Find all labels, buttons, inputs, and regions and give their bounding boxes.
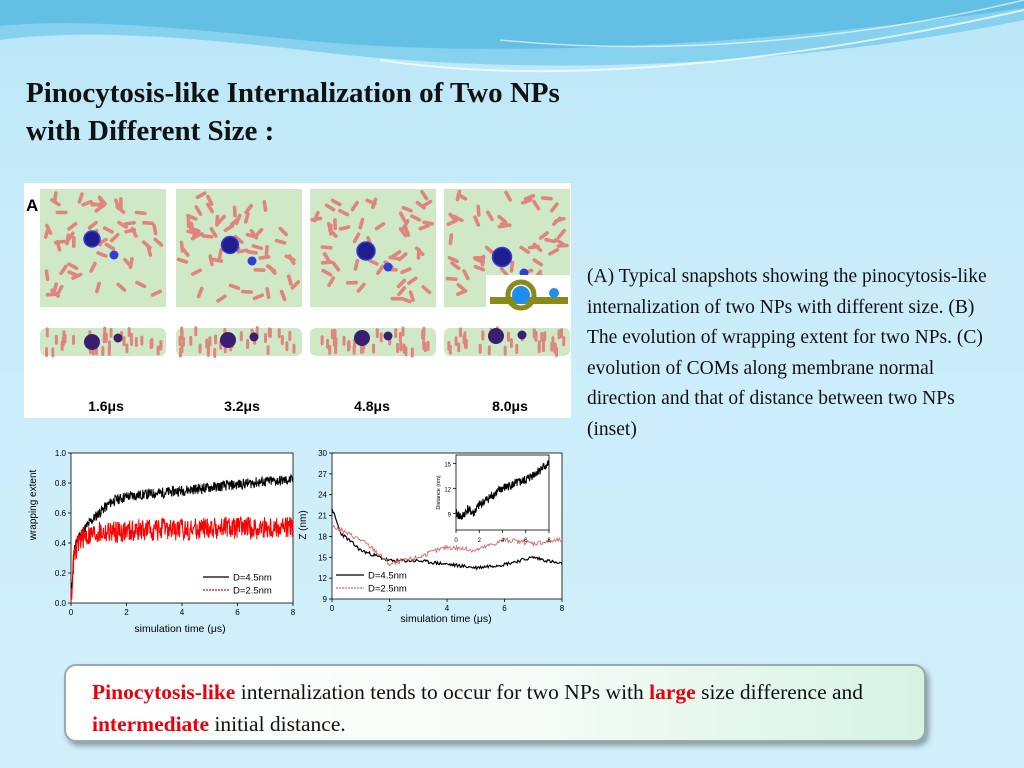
chart-b-x-tick-label: 8 [291, 608, 296, 617]
conclusion-text-part: internalization tends to occur for two N… [235, 680, 650, 704]
chart-c-xlabel: simulation time (μs) [400, 613, 491, 625]
chart-b-y-tick-label: 0.6 [55, 509, 67, 518]
chart-b-y-tick-label: 0.0 [55, 599, 67, 608]
legend-label: D=4.5nm [368, 571, 407, 582]
chart-c-y-tick-label: 24 [318, 491, 327, 500]
inset-y-tick-label: 12 [444, 487, 451, 493]
chart-c-y-tick-label: 30 [318, 449, 327, 458]
wrapping-extent-chart: wrapping extent simulation time (μs) B 0… [28, 449, 296, 635]
small-np [517, 330, 527, 340]
series-line-D=2.5nm [331, 524, 563, 567]
panel-a-label: A [26, 196, 38, 215]
chart-b-y-tick-label: 0.2 [55, 569, 67, 578]
conclusion-callout: Pinocytosis-like internalization tends t… [64, 664, 926, 742]
snapshot-top-view [310, 189, 436, 307]
inset-y-tick-label: 15 [444, 462, 451, 468]
inset-x-tick-label: 0 [454, 538, 458, 544]
snapshot-figure: A 1.6μs 3.2μs 4.8μs 8.0μs [26, 189, 570, 414]
large-np [220, 235, 240, 255]
chart-c-y-tick-label: 27 [318, 470, 327, 479]
chart-b-y-tick-label: 0.4 [55, 539, 67, 548]
figure-caption: (A) Typical snapshots showing the pinocy… [587, 266, 987, 440]
inset-x-tick-label: 6 [524, 538, 528, 544]
conclusion-text: Pinocytosis-like internalization tends t… [92, 676, 912, 740]
inset-x-tick-label: 8 [547, 538, 551, 544]
chart-b-x-tick-label: 2 [124, 608, 129, 617]
com-z-chart: Z (nm) simulation time (μs) C 0246891215… [298, 449, 565, 625]
chart-b-x-tick-label: 6 [235, 608, 240, 617]
large-np [491, 246, 513, 268]
wrapping-schematic-icon [486, 275, 570, 315]
inset-x-tick-label: 2 [478, 538, 482, 544]
small-np [383, 331, 393, 341]
snapshot-side-view [444, 313, 570, 371]
highlight-intermediate: intermediate [92, 712, 210, 736]
series-line-D=4.5nm [331, 508, 563, 571]
snapshot-top-view [40, 189, 166, 307]
snapshot-panel-a: A 1.6μs 3.2μs 4.8μs 8.0μs [24, 183, 571, 418]
large-np [83, 230, 101, 248]
large-np [84, 334, 100, 350]
chart-c-x-tick-label: 2 [387, 604, 392, 613]
chart-c-ylabel: Z (nm) [298, 510, 309, 539]
chart-c-x-tick-label: 0 [330, 604, 335, 613]
small-np [249, 332, 259, 342]
snapshot-side-view [310, 313, 436, 371]
small-np [247, 256, 257, 266]
large-np [220, 332, 236, 348]
legend-label: D=4.5nm [233, 573, 272, 584]
inset-series-line [455, 460, 550, 520]
inset-y-tick-label: 9 [448, 512, 452, 518]
chart-c-y-tick-label: 12 [318, 574, 327, 583]
chart-b-y-tick-label: 1.0 [55, 449, 67, 458]
highlight-large: large [649, 680, 696, 704]
chart-c-x-tick-label: 6 [502, 604, 507, 613]
chart-c-y-tick-label: 21 [318, 512, 327, 521]
inset-ylabel: Distance (nm) [436, 475, 442, 509]
small-np [113, 333, 123, 343]
snapshot-side-view [40, 313, 166, 371]
large-np [356, 241, 376, 261]
chart-b-y-tick-label: 0.8 [55, 479, 67, 488]
inset-plot-frame [455, 454, 550, 531]
chart-c-x-tick-label: 8 [560, 604, 565, 613]
chart-b-x-tick-label: 0 [69, 608, 74, 617]
slide-title: Pinocytosis-like Internalization of Two … [26, 74, 726, 150]
distance-inset-chart: 0 2 4 6 8 9 12 15 Distance (nm) [436, 454, 551, 544]
large-np [488, 328, 504, 344]
chart-c-y-tick-label: 18 [318, 532, 327, 541]
small-np [109, 250, 119, 260]
chart-b-xlabel: simulation time (μs) [134, 623, 225, 635]
inset-x-tick-label: 4 [501, 538, 505, 544]
conclusion-text-part: size difference and [695, 680, 864, 704]
chart-c-y-tick-label: 9 [323, 595, 328, 604]
conclusion-text-part: initial distance. [209, 712, 346, 736]
time-label-3: 4.8μs [354, 398, 390, 414]
legend-label: D=2.5nm [233, 586, 272, 597]
legend-label: D=2.5nm [368, 584, 407, 595]
small-np [383, 262, 393, 272]
header-wave-decoration [0, 0, 1024, 73]
slide-title-line1: Pinocytosis-like Internalization of Two … [26, 77, 560, 109]
highlight-pinocytosis: Pinocytosis-like [92, 680, 236, 704]
chart-c-y-tick-label: 15 [318, 553, 327, 562]
time-label-4: 8.0μs [492, 398, 528, 414]
chart-c-x-tick-label: 4 [445, 604, 450, 613]
large-np [354, 330, 370, 346]
series-line-D=2.5nm [70, 515, 294, 604]
chart-b-ylabel: wrapping extent [28, 469, 39, 541]
snapshot-side-view [176, 313, 302, 371]
chart-b-x-tick-label: 4 [180, 608, 185, 617]
time-label-1: 1.6μs [88, 398, 124, 414]
time-label-2: 3.2μs [224, 398, 260, 414]
series-line-D=4.5nm [70, 473, 294, 604]
slide-title-line2: with Different Size : [26, 115, 275, 147]
snapshot-top-view [176, 189, 302, 307]
